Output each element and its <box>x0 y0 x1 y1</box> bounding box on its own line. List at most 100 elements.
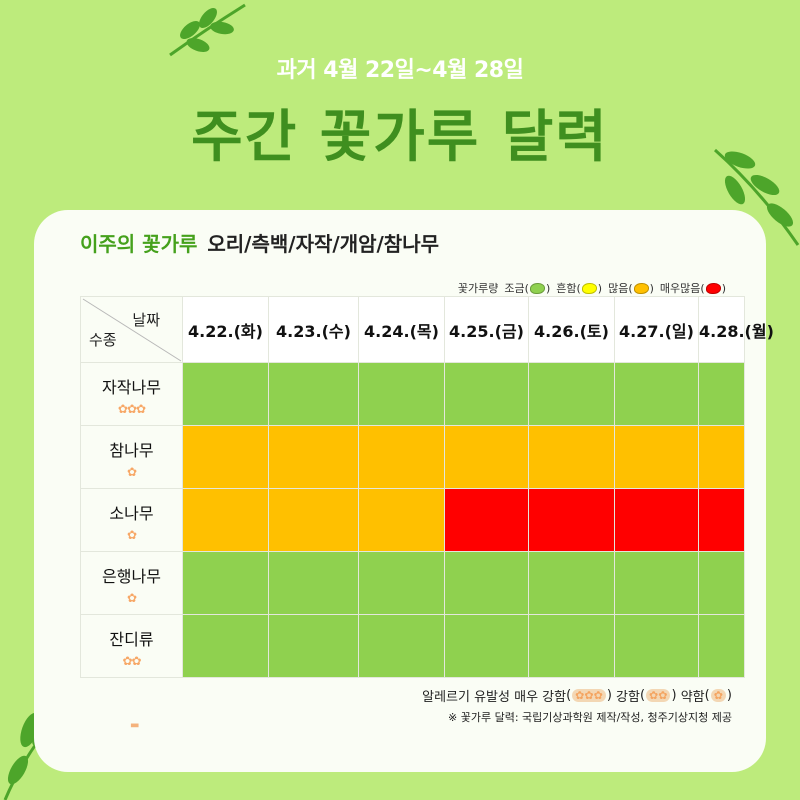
legend-item: 많음() <box>608 281 654 296</box>
heading-highlight: 이주의 꽃가루 <box>80 232 198 256</box>
species-name: 잔디류 <box>109 630 154 649</box>
pollen-level-cell <box>268 362 359 426</box>
date-header: 4.28.(월) <box>698 296 774 363</box>
legend-label: 많음 <box>608 282 629 295</box>
legend-label: 흔함 <box>556 282 577 295</box>
pollen-level-cell <box>698 614 745 678</box>
pollen-level-cell <box>268 551 359 615</box>
species-cell: 소나무 ✿ <box>80 488 183 552</box>
allergy-flower-icon: ✿✿ <box>122 654 141 668</box>
pollen-level-cell <box>528 425 615 489</box>
pollen-level-cell <box>698 551 745 615</box>
pollen-blob-icon <box>581 282 597 294</box>
pollen-level-cell <box>614 551 699 615</box>
pollen-level-cell <box>528 488 615 552</box>
table-row: 자작나무 ✿✿✿ <box>80 362 745 426</box>
calendar-card: 이주의 꽃가루 오리/측백/자작/개암/참나무 꽃가루량 조금() 흔함() 많음… <box>34 210 774 772</box>
pollen-level-cell <box>268 614 359 678</box>
pollen-level-cell <box>528 362 615 426</box>
allergy-prefix: 알레르기 유발성 <box>422 690 510 705</box>
table-row: 참나무 ✿ <box>80 425 745 489</box>
species-name: 자작나무 <box>102 378 161 397</box>
legend-item: 매우많음() <box>659 281 726 296</box>
pollen-level-cell <box>268 425 359 489</box>
corner-date-label: 날짜 <box>132 311 160 329</box>
species-cell: 은행나무 ✿ <box>80 551 183 615</box>
pollen-level-cell <box>182 488 269 552</box>
allergy-flower-icon: ✿ <box>126 528 137 542</box>
pollen-level-cell <box>182 425 269 489</box>
period-subtitle: 과거 4월 22일~4월 28일 <box>276 58 524 83</box>
page-title: 주간 꽃가루 달력 <box>191 105 609 170</box>
pollen-level-cell <box>182 362 269 426</box>
pollen-level-cell <box>444 551 529 615</box>
pollen-blob-icon <box>705 282 721 294</box>
pollen-level-cell <box>614 614 699 678</box>
pollen-level-cell <box>444 362 529 426</box>
leaf-branch-icon <box>169 3 246 57</box>
pollen-blob-icon <box>529 282 545 294</box>
table-row: 잔디류 ✿✿ <box>80 614 745 678</box>
legend-item: 조금() <box>504 281 551 296</box>
species-cell: 잔디류 ✿✿ <box>80 614 183 678</box>
pollen-level-cell <box>182 614 269 678</box>
pollen-level-cell <box>358 488 445 552</box>
flower-icon: ✿✿ <box>646 689 671 702</box>
allergy-legend: 알레르기 유발성 매우 강함(✿✿✿) 강함(✿✿) 약함(✿) <box>422 688 732 705</box>
pollen-level-cell <box>182 551 269 615</box>
date-header: 4.25.(금) <box>444 296 529 363</box>
date-header: 4.23.(수) <box>268 296 359 363</box>
allergy-flower-icon: ✿ <box>126 591 137 605</box>
pollen-level-legend: 꽃가루량 조금() 흔함() 많음() 매우많음() <box>458 280 726 296</box>
pollen-level-cell <box>358 614 445 678</box>
flower-icon: ✿ <box>710 689 726 702</box>
date-header: 4.26.(토) <box>528 296 615 363</box>
pollen-level-cell <box>614 488 699 552</box>
pollen-level-cell <box>444 488 529 552</box>
date-header: 4.24.(목) <box>358 296 445 363</box>
weekly-heading: 이주의 꽃가루 오리/측백/자작/개암/참나무 <box>80 228 439 257</box>
pollen-level-cell <box>614 362 699 426</box>
pollen-level-cell <box>358 362 445 426</box>
species-cell: 참나무 ✿ <box>80 425 183 489</box>
table-row: 은행나무 ✿ <box>80 551 745 615</box>
pollen-level-cell <box>698 488 745 552</box>
allergy-medium-label: 강함 <box>616 690 640 705</box>
allergy-weak-label: 약함 <box>680 690 705 705</box>
date-header-row: 날짜 수종 4.22.(화) 4.23.(수) 4.24.(목) 4.25.(금… <box>80 296 774 363</box>
legend-label: 조금 <box>504 282 525 295</box>
flower-icon: ✿✿✿ <box>572 689 606 702</box>
allergy-flower-icon: ✿ <box>126 465 137 479</box>
species-name: 참나무 <box>109 441 154 460</box>
species-name: 은행나무 <box>102 567 161 586</box>
corner-species-label: 수종 <box>89 331 117 349</box>
heading-species: 오리/측백/자작/개암/참나무 <box>207 232 439 256</box>
pollen-level-cell <box>698 425 745 489</box>
species-name: 소나무 <box>109 504 154 523</box>
pollen-level-cell <box>358 425 445 489</box>
pollen-level-cell <box>358 551 445 615</box>
pollen-calendar-table: 날짜 수종 4.22.(화) 4.23.(수) 4.24.(목) 4.25.(금… <box>80 296 774 678</box>
footnote: 알레르기 유발성 매우 강함(✿✿✿) 강함(✿✿) 약함(✿) ※ 꽃가루 달… <box>422 686 732 725</box>
pollen-level-cell <box>268 488 359 552</box>
pollen-level-cell <box>528 551 615 615</box>
legend-item: 흔함() <box>556 281 603 296</box>
pollen-level-cell <box>444 425 529 489</box>
decorative-dash: ▬ <box>130 720 140 731</box>
legend-prefix: 꽃가루량 <box>457 282 499 295</box>
pollen-level-cell <box>698 362 745 426</box>
allergy-flower-icon: ✿✿✿ <box>117 402 146 416</box>
table-row: 소나무 ✿ <box>80 488 745 552</box>
legend-label: 매우많음 <box>659 282 701 295</box>
date-header: 4.27.(일) <box>614 296 699 363</box>
leaf-branch-icon <box>714 148 800 246</box>
table-corner: 날짜 수종 <box>80 296 183 363</box>
pollen-blob-icon <box>633 282 649 294</box>
pollen-level-cell <box>444 614 529 678</box>
allergy-strong-label: 매우 강함 <box>514 690 567 705</box>
source-note: ※ 꽃가루 달력: 국립기상과학원 제작/작성, 청주기상지청 제공 <box>448 711 732 724</box>
pollen-level-cell <box>528 614 615 678</box>
date-header: 4.22.(화) <box>182 296 269 363</box>
species-cell: 자작나무 ✿✿✿ <box>80 362 183 426</box>
pollen-level-cell <box>614 425 699 489</box>
